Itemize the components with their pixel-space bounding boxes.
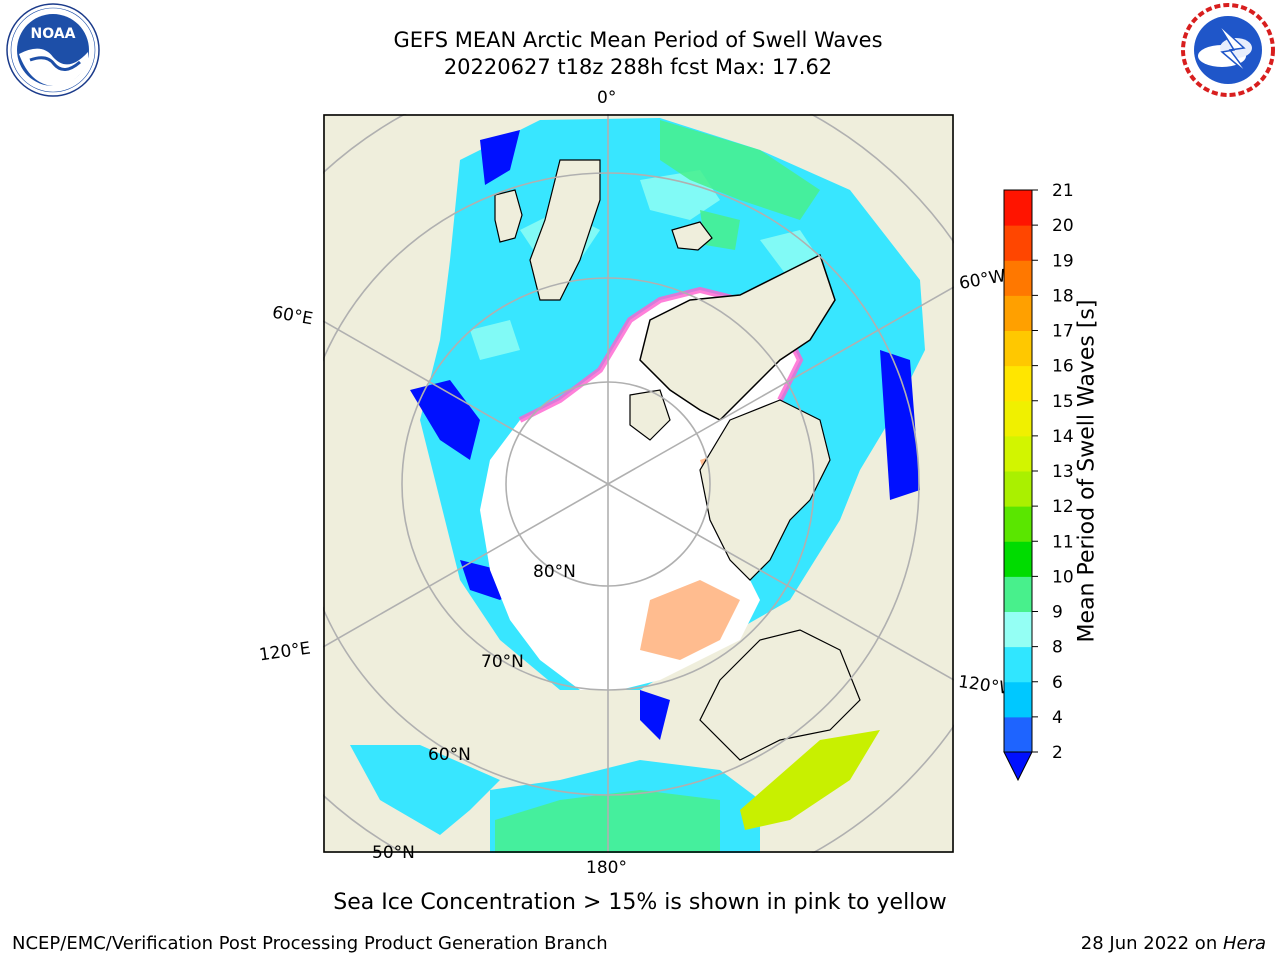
- chart-subtitle: 20220627 t18z 288h fcst Max: 17.62: [443, 55, 833, 79]
- colorbar-tick-label: 17: [1052, 322, 1074, 342]
- land-britain: [494, 189, 523, 243]
- colorbar-tick-label: 21: [1052, 181, 1074, 201]
- noaa-logo-text: NOAA: [31, 26, 76, 42]
- colorbar-tick-label: 2: [1052, 743, 1063, 763]
- colorbar-tick-label: 11: [1052, 532, 1074, 552]
- map-border: [323, 114, 954, 853]
- lat-label-70: 70°N: [481, 652, 524, 672]
- colorbar-tick-label: 4: [1052, 708, 1063, 728]
- colorbar-segment: [1004, 716, 1032, 753]
- colorbar-segment: [1004, 541, 1032, 577]
- colorbar-tick-label: 15: [1052, 392, 1074, 412]
- colorbar-tick-label: 10: [1052, 567, 1074, 587]
- meridian-120e: [323, 483, 609, 648]
- colorbar-segment: [1004, 260, 1032, 296]
- land-svalbard: [629, 389, 671, 441]
- colorbar-segment: [1004, 365, 1032, 402]
- land-canada-archipelago: [699, 399, 831, 581]
- colorbar-segment: [1004, 576, 1032, 612]
- chart-title: GEFS MEAN Arctic Mean Period of Swell Wa…: [393, 28, 883, 52]
- land-alaska: [699, 629, 861, 761]
- colorbar-segment: [1004, 681, 1032, 718]
- polar-map: [323, 114, 954, 853]
- footer-date: 28 Jun 2022 on Hera: [1081, 933, 1266, 954]
- meridian-60: [323, 320, 609, 485]
- lon-label-0: 0°: [597, 88, 617, 108]
- ice-caption: Sea Ice Concentration > 15% is shown in …: [333, 890, 947, 915]
- wave-field-okhotsk: [350, 745, 500, 835]
- colorbar-segment: [1004, 225, 1032, 261]
- footer-date-text: 28 Jun 2022 on: [1080, 933, 1223, 954]
- land-greenland: [639, 253, 836, 421]
- lon-label-60e: 60°E: [270, 302, 315, 330]
- colorbar-segment: [1004, 190, 1032, 226]
- wave-field-pacific-yellow: [740, 730, 880, 830]
- colorbar-tick-label: 20: [1052, 216, 1074, 236]
- meridian-60w: [607, 286, 954, 485]
- colorbar-tick-label: 14: [1052, 427, 1074, 447]
- noaa-logo: NOAA: [6, 3, 100, 97]
- nws-logo: [1181, 3, 1275, 97]
- footer-credit: NCEP/EMC/Verification Post Processing Pr…: [12, 933, 608, 954]
- colorbar-tick-label: 12: [1052, 497, 1074, 517]
- colorbar-tick-label: 16: [1052, 357, 1074, 377]
- colorbar-segment: [1004, 611, 1032, 648]
- wave-field-green: [660, 120, 820, 250]
- colorbar-extend-arrow: [1003, 751, 1033, 782]
- colorbar-tick-label: 9: [1052, 603, 1063, 623]
- footer-machine: Hera: [1222, 933, 1266, 954]
- colorbar-segment: [1004, 646, 1032, 683]
- colorbar-tick-label: 8: [1052, 638, 1063, 658]
- graticule: [323, 114, 954, 853]
- land-iceland: [671, 221, 713, 251]
- colorbar-segment: [1004, 506, 1032, 542]
- colorbar-tick-label: 13: [1052, 462, 1074, 482]
- colorbar-segment: [1004, 330, 1032, 367]
- colorbar-tick-label: 6: [1052, 673, 1063, 693]
- colorbar-segment: [1004, 471, 1032, 507]
- colorbar: 2 4 6 8 9 10 11 12 13 14 15 16 17 18 19 20 21: [1003, 181, 1074, 782]
- lat-label-60: 60°N: [428, 745, 471, 765]
- lat-label-50: 50°N: [372, 843, 415, 863]
- colorbar-tick-label: 19: [1052, 251, 1074, 271]
- lat-label-80: 80°N: [533, 562, 576, 582]
- lon-label-180: 180°: [586, 858, 627, 878]
- colorbar-tick-label: 18: [1052, 286, 1074, 306]
- colorbar-segment: [1004, 435, 1032, 472]
- meridian-120w: [607, 483, 954, 681]
- colorbar-label: Mean Period of Swell Waves [s]: [1074, 299, 1100, 643]
- colorbar-segment: [1004, 295, 1032, 331]
- lon-label-120e: 120°E: [257, 638, 312, 666]
- colorbar-segment: [1004, 400, 1032, 437]
